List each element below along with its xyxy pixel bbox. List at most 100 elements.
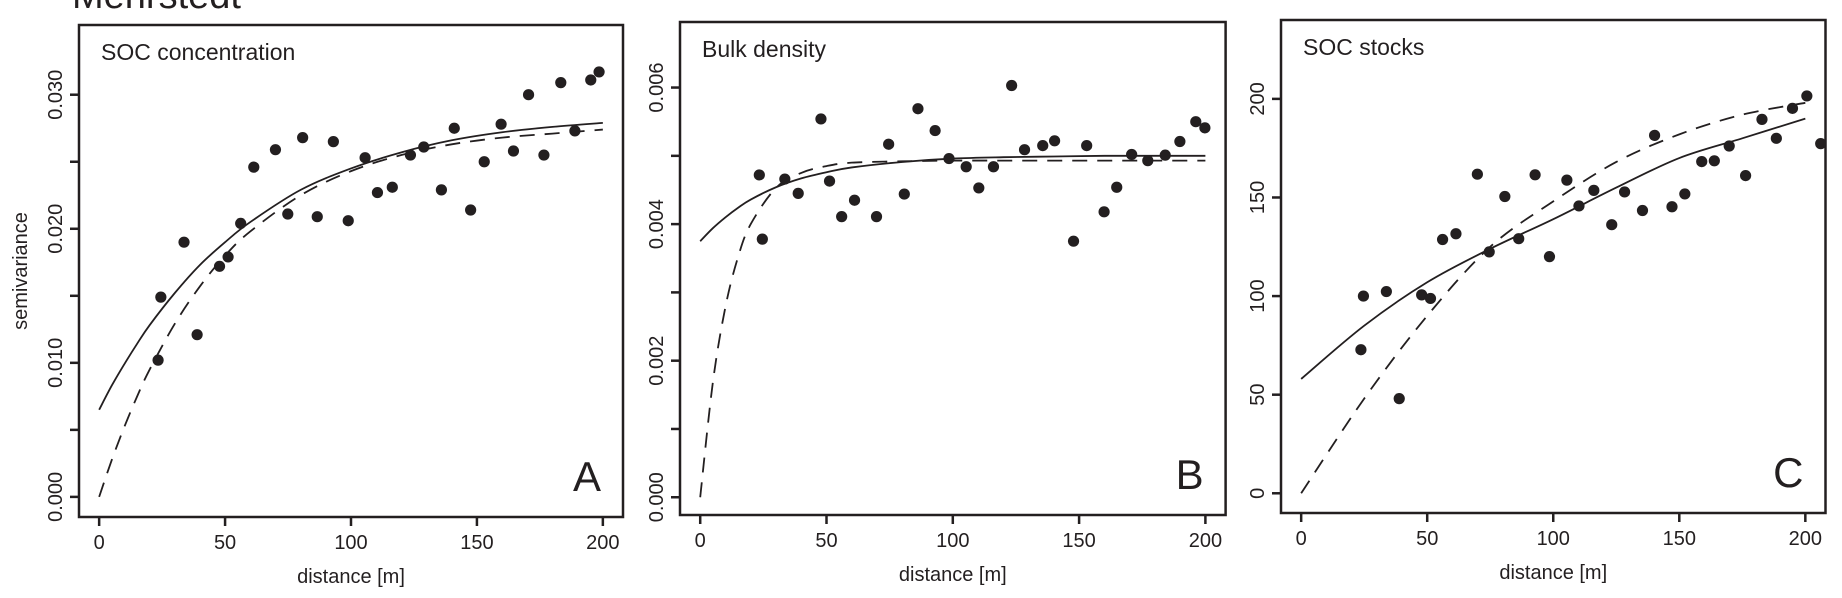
data-point xyxy=(823,175,836,187)
data-point xyxy=(1636,204,1649,217)
panel-letter: A xyxy=(573,453,601,500)
data-point xyxy=(912,103,924,115)
x-tick-label: 200 xyxy=(1189,530,1222,552)
data-point xyxy=(1696,155,1708,168)
data-point xyxy=(522,89,535,101)
x-tick-label: 150 xyxy=(1062,530,1095,552)
data-point xyxy=(1606,219,1618,231)
y-tick-label: 50 xyxy=(1247,384,1269,406)
data-point xyxy=(1159,149,1171,161)
data-point xyxy=(792,187,804,199)
x-tick-label: 0 xyxy=(1296,528,1307,550)
y-tick-label: 0.030 xyxy=(45,70,67,120)
data-point xyxy=(1111,181,1123,193)
data-point xyxy=(585,74,597,86)
data-point xyxy=(836,211,848,223)
figure-title: Mehrstedt xyxy=(72,0,241,17)
data-point xyxy=(987,161,1000,173)
data-point xyxy=(359,152,371,164)
panel-b: 0 50 100 150 200 0.000 0.002 0.004 0.006 distance… xyxy=(646,20,1227,586)
x-axis-label: distance [m] xyxy=(297,566,405,588)
fitted-curve-dashed xyxy=(98,128,603,498)
data-point xyxy=(1006,79,1018,92)
data-point xyxy=(448,122,460,134)
y-tick-label: 0.000 xyxy=(45,472,67,522)
panel-a: 0 50 100 150 200 0.000 0.010 0.020 0.030 distance… xyxy=(10,23,625,588)
data-point xyxy=(418,141,430,153)
data-point xyxy=(507,145,520,157)
data-point xyxy=(1436,233,1449,246)
data-point xyxy=(235,217,247,230)
y-axis-label: semivariance xyxy=(10,212,32,330)
fitted-curve-dashed xyxy=(1300,101,1806,494)
data-point xyxy=(222,251,234,263)
data-point xyxy=(1424,292,1437,305)
data-point xyxy=(1529,169,1541,181)
panel-letter: B xyxy=(1176,451,1204,498)
x-tick-label: 150 xyxy=(1663,528,1696,550)
data-point xyxy=(1499,190,1511,203)
data-point xyxy=(555,77,567,89)
data-point xyxy=(327,136,339,148)
data-point xyxy=(404,149,417,161)
x-tick-label: 50 xyxy=(214,532,236,554)
data-point xyxy=(1708,155,1720,167)
data-point xyxy=(178,236,190,248)
data-point xyxy=(1048,135,1061,147)
data-point xyxy=(1679,188,1691,200)
x-tick-label: 150 xyxy=(460,532,493,554)
data-point xyxy=(569,125,581,137)
data-point xyxy=(1815,138,1827,150)
y-tick-label: 200 xyxy=(1247,82,1269,115)
x-tick-label: 100 xyxy=(334,532,367,554)
data-point xyxy=(756,233,768,245)
data-point xyxy=(191,329,203,341)
plot-frame xyxy=(678,20,1227,517)
y-tick-label: 0.004 xyxy=(646,199,668,249)
data-point xyxy=(1770,132,1782,144)
data-point xyxy=(495,118,507,130)
data-point xyxy=(1513,233,1525,245)
fitted-curve-dashed xyxy=(699,159,1206,498)
data-point xyxy=(593,66,605,78)
data-point xyxy=(1648,129,1661,141)
data-point xyxy=(973,182,985,194)
data-point xyxy=(1471,168,1483,180)
data-point xyxy=(282,208,294,220)
data-point xyxy=(538,149,550,161)
data-point xyxy=(898,188,910,200)
panel-title: Bulk density xyxy=(702,36,827,62)
x-tick-label: 100 xyxy=(936,530,969,552)
data-point xyxy=(465,204,477,216)
data-point xyxy=(753,169,765,181)
x-axis-label: distance [m] xyxy=(1499,562,1607,584)
y-tick-label: 150 xyxy=(1247,181,1269,214)
data-point xyxy=(779,173,791,185)
y-tick-label: 100 xyxy=(1247,279,1269,312)
data-point xyxy=(960,161,972,173)
y-tick-label: 0.010 xyxy=(45,338,67,388)
data-point xyxy=(1126,148,1138,161)
panel-c: 0 50 100 150 200 0 50 100 150 200 distance [m] SOC … xyxy=(1247,18,1827,584)
data-point xyxy=(1723,140,1735,152)
data-point xyxy=(815,113,827,125)
data-point xyxy=(1618,186,1631,198)
data-point xyxy=(435,184,448,196)
x-axis-label: distance [m] xyxy=(899,564,1007,586)
data-point xyxy=(929,124,941,137)
y-tick-label: 0.002 xyxy=(646,336,668,386)
data-point xyxy=(152,354,164,366)
fitted-curve-solid xyxy=(1300,117,1806,380)
data-point xyxy=(1018,144,1031,156)
data-point xyxy=(478,156,490,168)
x-tick-label: 100 xyxy=(1537,528,1570,550)
data-point xyxy=(213,260,226,272)
data-point xyxy=(1199,122,1211,134)
x-tick-label: 0 xyxy=(94,532,105,554)
data-point xyxy=(1416,289,1428,301)
fitted-curve-solid xyxy=(98,121,603,411)
plot-frame xyxy=(1279,18,1827,515)
data-point xyxy=(1483,246,1495,258)
data-point xyxy=(883,138,895,150)
